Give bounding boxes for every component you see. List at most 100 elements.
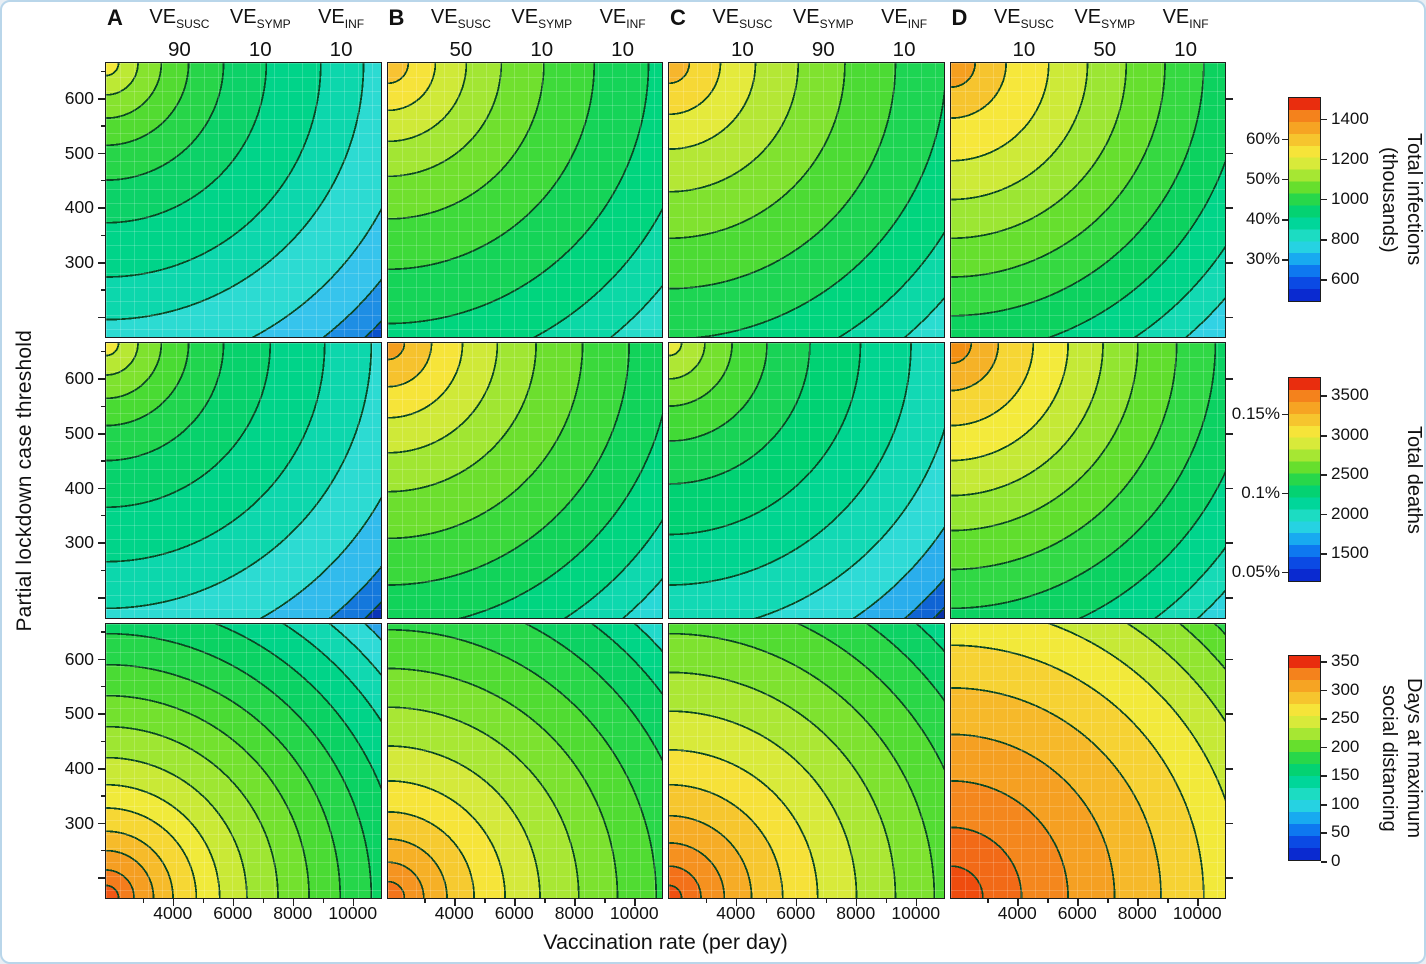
x-tick-mark [634, 899, 636, 906]
y-tick-mark-right [1226, 877, 1233, 880]
ve-value: 50 [449, 38, 473, 61]
x-tick-mark [915, 899, 918, 906]
y-tick-label: 400 [64, 477, 94, 498]
colorbar-percent-label: 50% [1245, 168, 1280, 188]
y-tick-mark [98, 97, 105, 100]
y-tick-mark-right [1226, 713, 1233, 715]
panel-grid [105, 62, 1226, 899]
y-tick-label: 300 [64, 252, 94, 273]
colorbar-tick-label: 800 [1331, 229, 1360, 249]
colorbar-tick-label: 50 [1331, 822, 1350, 842]
contour-panel-A1 [105, 62, 382, 339]
colorbar-title-line: (thousands) [1378, 146, 1400, 253]
ve-label-row: VESUSC VESYMP VEINF [105, 4, 382, 37]
y-minor-tick-mark [101, 179, 105, 182]
colorbar-title: Days at maximum social distancing [1368, 643, 1425, 873]
panel-header: D VESUSC VESYMP VEINF 10 50 10 [950, 4, 1227, 63]
ve-value: 10 [248, 38, 272, 61]
x-minor-tick-mark [825, 899, 828, 903]
x-minor-tick-mark [765, 899, 768, 903]
x-minor-tick-mark [424, 899, 426, 903]
colorbar-percent-label: 40% [1245, 208, 1280, 228]
x-minor-tick-mark [202, 899, 205, 903]
contour-panel-B1 [386, 62, 663, 339]
y-minor-tick-mark [101, 405, 105, 407]
colorbar-title-line: Total deaths [1403, 425, 1425, 534]
colorbar-tick-mark [1321, 718, 1327, 720]
colorbar-title-text: Total infections (thousands) [1376, 133, 1424, 265]
y-tick-mark-right [1226, 378, 1233, 380]
x-minor-tick-mark [1047, 899, 1049, 903]
ve-value: 10 [731, 38, 754, 61]
colorbar-tick-label: 3500 [1331, 385, 1369, 405]
colorbar-percent-label: 60% [1245, 128, 1280, 148]
x-tick-mark [855, 899, 858, 906]
contour-panel-C3 [668, 622, 945, 899]
y-tick-label: 400 [64, 758, 94, 779]
colorbar-tick-mark [1321, 118, 1327, 121]
y-tick-mark [98, 316, 105, 319]
x-tick-label: 6000 [213, 903, 253, 923]
colorbar-title: Total deaths [1368, 365, 1425, 594]
x-tick-label: 10000 [328, 903, 378, 923]
colorbar-3 [1288, 655, 1321, 861]
colorbar-percent-label: 30% [1245, 249, 1280, 269]
x-tick-label: 4000 [153, 903, 193, 923]
y-tick-label: 600 [64, 368, 94, 389]
y-tick-mark-right [1226, 316, 1233, 319]
y-tick-mark-right [1226, 432, 1233, 435]
y-tick-mark-right [1226, 542, 1233, 544]
ve-label: VEINF [318, 6, 365, 31]
panel-letter: D [951, 5, 968, 30]
colorbar-tick-label: 100 [1331, 793, 1360, 813]
colorbar-tick-label: 250 [1331, 708, 1360, 728]
x-tick-label: 8000 [1117, 903, 1157, 923]
colorbar-tick-mark [1321, 803, 1327, 806]
colorbar-title-line: Days at maximum [1403, 677, 1425, 839]
y-tick-mark [98, 713, 105, 715]
y-minor-tick-mark [101, 631, 105, 633]
colorbar-tick-mark [1321, 279, 1327, 281]
ve-value-row: 10 90 10 [668, 37, 945, 63]
colorbar-tick-label: 0 [1331, 850, 1341, 870]
y-tick-mark-right [1226, 487, 1233, 490]
colorbar-tick-mark [1321, 198, 1327, 201]
x-minor-tick-mark [1167, 899, 1169, 903]
x-minor-tick-mark [1107, 899, 1109, 903]
colorbar-tick-label: 350 [1331, 651, 1360, 671]
colorbar-percent-label: 0.1% [1241, 482, 1280, 502]
colorbar-tick-mark [1321, 661, 1327, 663]
y-tick-label: 300 [64, 812, 94, 833]
x-tick-label: 4000 [716, 903, 756, 923]
y-tick-mark [98, 822, 105, 825]
contour-panel-D2 [949, 342, 1226, 619]
y-tick-mark [98, 432, 105, 435]
y-tick-mark-right [1226, 768, 1233, 770]
y-tick-mark-right [1226, 152, 1233, 155]
x-tick-label: 10000 [891, 903, 941, 923]
colorbar-tick-label: 150 [1331, 765, 1360, 785]
colorbar-title-line: social distancing [1378, 684, 1400, 832]
colorbar-tick-label: 200 [1331, 736, 1360, 756]
ve-value: 10 [892, 38, 916, 61]
y-tick-mark-right [1226, 97, 1233, 100]
colorbar-tick-label: 300 [1331, 679, 1360, 699]
x-tick-mark [1197, 899, 1199, 906]
y-tick-mark [98, 658, 105, 661]
y-tick-label: 600 [64, 648, 94, 669]
x-tick-label: 6000 [494, 903, 534, 923]
x-minor-tick-mark [142, 899, 145, 903]
colorbar-percent-tick-mark [1282, 178, 1288, 181]
x-tick-mark [735, 899, 738, 906]
y-tick-mark-right [1226, 207, 1233, 209]
colorbar-tick-label: 1200 [1331, 148, 1369, 168]
ve-label: VESYMP [792, 6, 854, 31]
ve-value: 90 [168, 38, 191, 61]
colorbar-tick-label: 1400 [1331, 108, 1369, 128]
y-tick-mark [98, 597, 105, 599]
colorbar-tick-label: 3000 [1331, 424, 1369, 444]
contour-panel-C1 [668, 62, 945, 339]
colorbar-tick-mark [1321, 158, 1327, 161]
ve-value: 90 [811, 38, 835, 61]
